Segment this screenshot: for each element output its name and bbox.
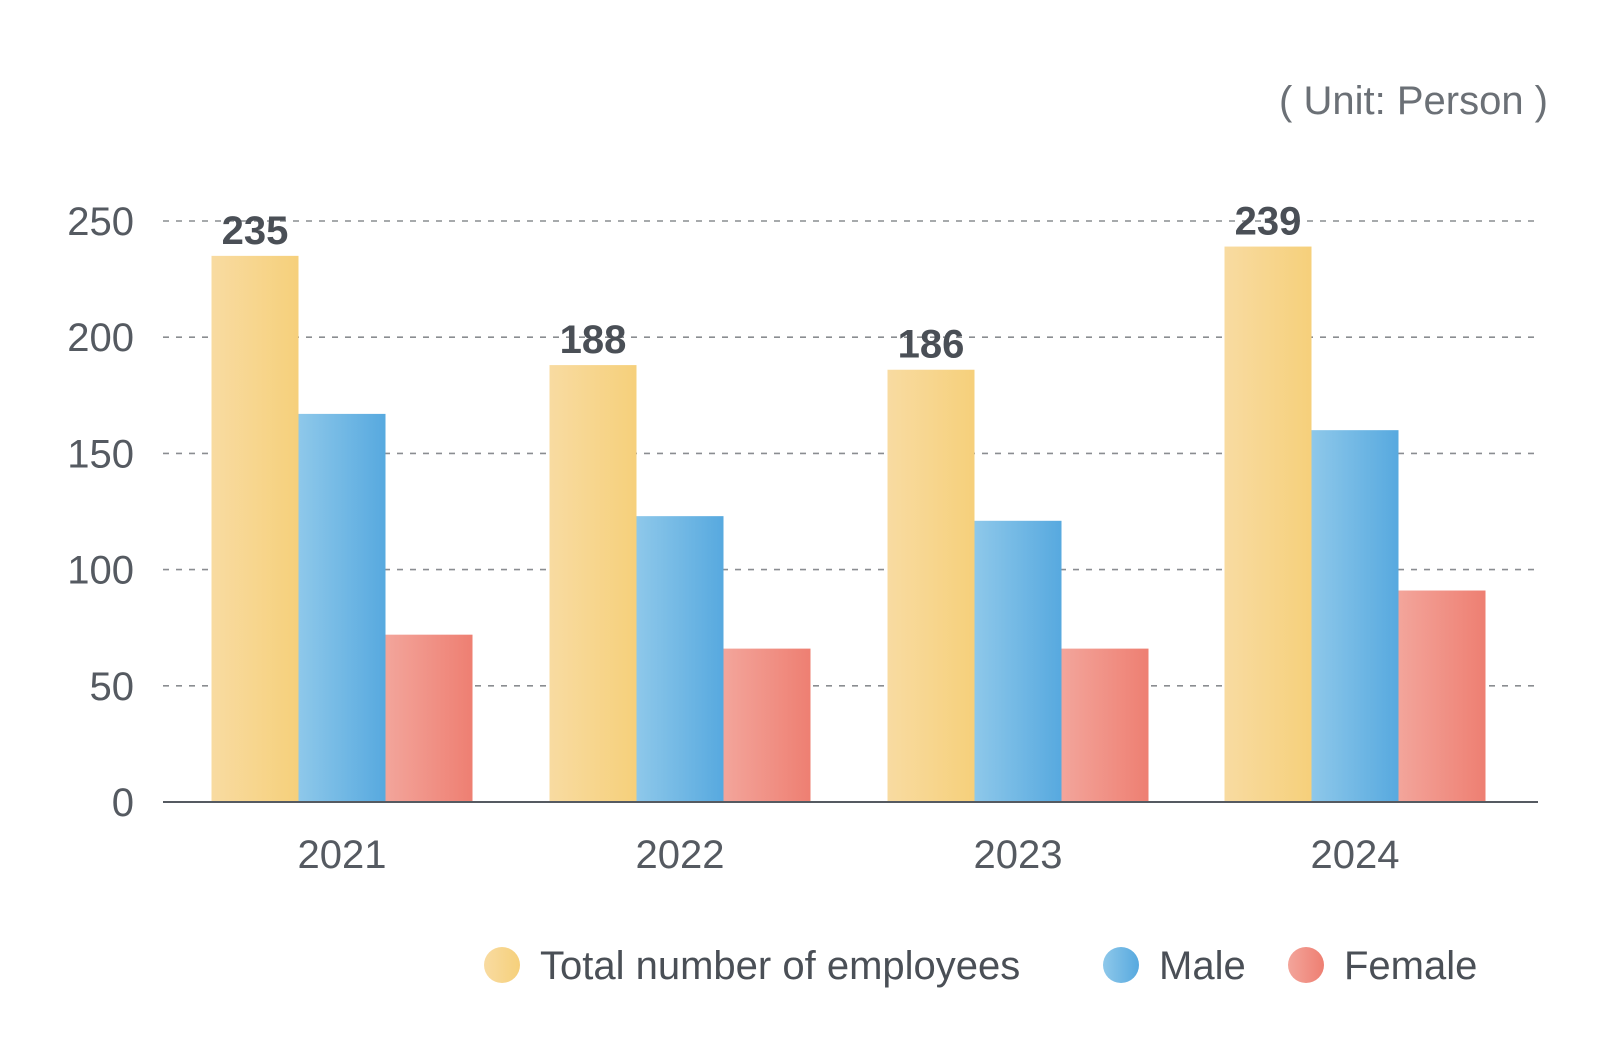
- bars: [211, 246, 1486, 803]
- y-tick-label: 200: [67, 316, 134, 360]
- x-tick-label: 2024: [1311, 833, 1400, 877]
- legend-swatch: [1288, 947, 1324, 983]
- bar-male-2021: [298, 413, 386, 802]
- data-label-total-2023: 186: [898, 323, 965, 367]
- bar-female-2021: [385, 634, 473, 802]
- bar-total-number-of-employees-2023: [887, 369, 975, 802]
- x-tick-label: 2023: [974, 833, 1063, 877]
- x-tick-label: 2021: [298, 833, 387, 877]
- bar-female-2024: [1398, 590, 1486, 802]
- legend-swatch: [484, 947, 520, 983]
- legend-swatch: [1103, 947, 1139, 983]
- legend-label: Total number of employees: [540, 944, 1020, 988]
- bar-total-number-of-employees-2024: [1224, 246, 1312, 803]
- y-tick-label: 0: [112, 781, 134, 825]
- legend-label: Male: [1159, 944, 1246, 988]
- data-label-total-2024: 239: [1235, 200, 1302, 244]
- bar-female-2023: [1061, 648, 1149, 802]
- legend-label: Female: [1344, 944, 1477, 988]
- x-axis-ticks: 2021 2022 2023 2024: [298, 833, 1400, 877]
- bar-total-number-of-employees-2022: [549, 365, 637, 802]
- x-tick-label: 2022: [636, 833, 725, 877]
- bar-male-2022: [636, 516, 724, 802]
- y-tick-label: 150: [67, 432, 134, 476]
- unit-label: ( Unit: Person ): [1279, 79, 1548, 123]
- data-label-total-2022: 188: [560, 318, 627, 362]
- y-tick-label: 100: [67, 549, 134, 593]
- data-labels: 235 188 186 239: [222, 200, 1302, 367]
- bar-male-2023: [974, 520, 1062, 802]
- y-tick-label: 250: [67, 200, 134, 244]
- legend: Total number of employees Male Female: [484, 944, 1477, 988]
- data-label-total-2021: 235: [222, 209, 289, 253]
- y-tick-label: 50: [90, 665, 135, 709]
- bar-total-number-of-employees-2021: [211, 255, 299, 803]
- y-axis-ticks: 0 50 100 150 200 250: [67, 200, 134, 825]
- bar-female-2022: [723, 648, 811, 802]
- bar-male-2024: [1311, 430, 1399, 802]
